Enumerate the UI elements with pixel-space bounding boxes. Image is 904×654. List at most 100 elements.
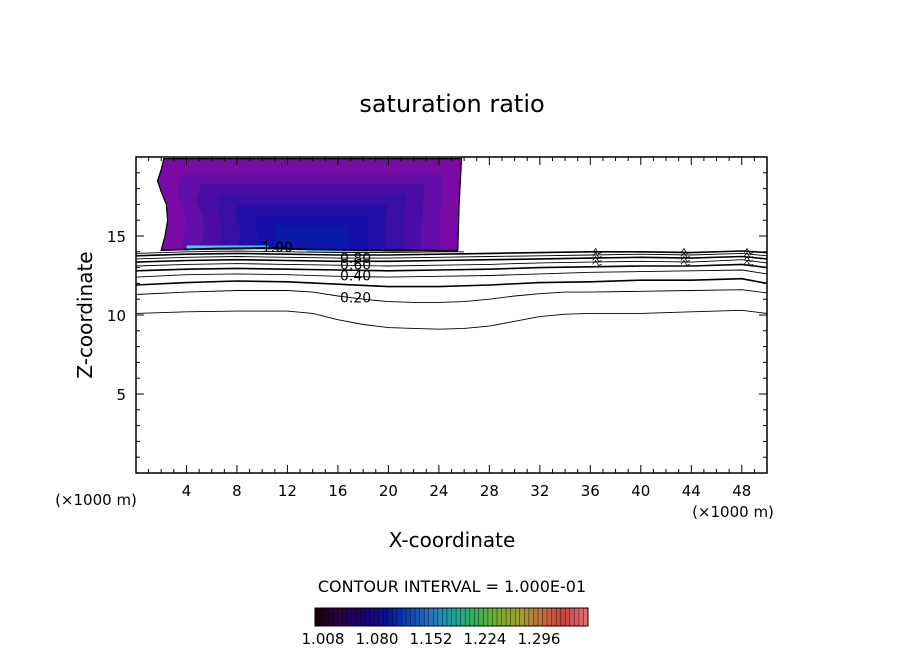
colorbar-cell xyxy=(451,608,457,626)
colorbar-cell xyxy=(392,608,398,626)
chart-title: saturation ratio xyxy=(359,90,544,118)
colorbar-cell xyxy=(424,608,430,626)
contour-wiggle xyxy=(743,259,754,266)
colorbar-cell xyxy=(396,608,402,626)
contour-wiggle xyxy=(680,255,691,262)
colorbar-cell xyxy=(578,608,584,626)
colorbar-cell xyxy=(542,608,548,626)
colorbar-cell xyxy=(533,608,539,626)
colorbar-cell xyxy=(560,608,566,626)
x-tick-label: 4 xyxy=(182,482,192,500)
contour-wiggle xyxy=(743,255,754,262)
colorbar-cell xyxy=(315,608,320,626)
colorbar-cell xyxy=(433,608,439,626)
contour-wiggle xyxy=(680,251,691,259)
x-axis-label: X-coordinate xyxy=(389,528,516,552)
colorbar-cell xyxy=(456,608,461,626)
contour-line xyxy=(136,263,767,272)
colorbar-cell xyxy=(497,608,502,626)
colorbar-cell xyxy=(574,608,580,626)
filled-band xyxy=(273,226,350,248)
contour-labels: 1.00 0.800.600.40 0.20 xyxy=(262,240,371,307)
colorbar-cell xyxy=(515,608,521,626)
contour-wiggle xyxy=(592,255,602,262)
colorbar-cell xyxy=(369,608,375,626)
x-tick-label: 36 xyxy=(581,482,600,500)
y-axis-label: Z-coordinate xyxy=(73,251,97,378)
contour-line xyxy=(161,246,458,252)
contour-wiggle xyxy=(680,259,691,266)
x-tick-label: 16 xyxy=(328,482,347,500)
colorbar-cell xyxy=(465,608,470,626)
colorbar: 1.008 1.080 1.152 1.224 1.296 xyxy=(302,607,589,648)
colorbar-cell xyxy=(519,608,525,626)
x-tick-label: 24 xyxy=(429,482,448,500)
contour-line xyxy=(136,252,767,260)
colorbar-cell xyxy=(387,608,393,626)
contour-line xyxy=(136,309,767,330)
y-axis-ticks: 5 10 15 xyxy=(107,172,767,458)
contour-interval-note: CONTOUR INTERVAL = 1.000E-01 xyxy=(318,577,586,596)
colorbar-cell xyxy=(547,608,552,626)
colorbar-tick-label: 1.224 xyxy=(464,630,507,648)
colorbar-tick-label: 1.152 xyxy=(410,630,453,648)
colorbar-cell xyxy=(337,608,343,626)
colorbar-cell xyxy=(351,608,357,626)
y-tick-label: 5 xyxy=(116,386,126,404)
colorbar-cell xyxy=(446,608,452,626)
contour-wiggle xyxy=(592,247,602,255)
x-tick-label: 48 xyxy=(732,482,751,500)
contour-wiggle xyxy=(680,247,691,255)
x-tick-label: 44 xyxy=(682,482,701,500)
colorbar-cell xyxy=(469,608,475,626)
colorbar-cell xyxy=(328,608,334,626)
colorbar-cell xyxy=(524,608,530,626)
colorbar-cell xyxy=(487,608,493,626)
colorbar-cell xyxy=(346,608,352,626)
y-tick-label: 10 xyxy=(107,307,126,325)
contour-line xyxy=(136,277,767,288)
colorbar-cell xyxy=(378,608,384,626)
contour-wiggle xyxy=(743,251,754,259)
colorbar-cell xyxy=(319,608,325,626)
contour-line xyxy=(136,250,465,254)
colorbar-cell xyxy=(551,608,557,626)
colorbar-cell xyxy=(501,608,507,626)
contour-label: 0.40 xyxy=(340,269,371,285)
x-tick-label: 28 xyxy=(480,482,499,500)
colorbar-cell xyxy=(437,608,443,626)
colorbar-cell xyxy=(583,608,589,626)
colorbar-cell xyxy=(333,608,339,626)
colorbar-cell xyxy=(342,608,348,626)
colorbar-cell xyxy=(401,608,407,626)
colorbar-cell xyxy=(478,608,484,626)
colorbar-cell xyxy=(483,608,489,626)
colorbar-cell xyxy=(565,608,571,626)
colorbar-cell xyxy=(556,608,561,626)
x-axis-ticks: 4 8 12 16 20 24 28 32 36 40 44 48 xyxy=(148,157,755,500)
colorbar-cell xyxy=(365,608,370,626)
contour-label: 0.80 xyxy=(340,251,371,267)
colorbar-cell xyxy=(537,608,543,626)
colorbar-cell xyxy=(419,608,425,626)
colorbar-cell xyxy=(474,608,480,626)
x-tick-label: 32 xyxy=(530,482,549,500)
colorbar-frame xyxy=(314,607,589,627)
colorbar-cell xyxy=(324,608,329,626)
colorbar-cell xyxy=(428,608,434,626)
colorbar-tick-label: 1.296 xyxy=(518,630,561,648)
colorbar-cell xyxy=(506,608,511,626)
y-tick-label: 15 xyxy=(107,228,126,246)
colorbar-cell xyxy=(528,608,534,626)
colorbar-cell xyxy=(442,608,448,626)
contour-wiggle xyxy=(592,259,602,266)
contour-label: 0.60 xyxy=(340,257,371,273)
filled-contour-region xyxy=(156,158,463,253)
contour-lines xyxy=(136,246,767,330)
colorbar-cell xyxy=(383,608,389,626)
x-tick-label: 40 xyxy=(631,482,650,500)
x-unit-right: (×1000 m) xyxy=(692,503,774,521)
contour-label: 0.20 xyxy=(340,291,371,307)
colorbar-cell xyxy=(460,608,466,626)
